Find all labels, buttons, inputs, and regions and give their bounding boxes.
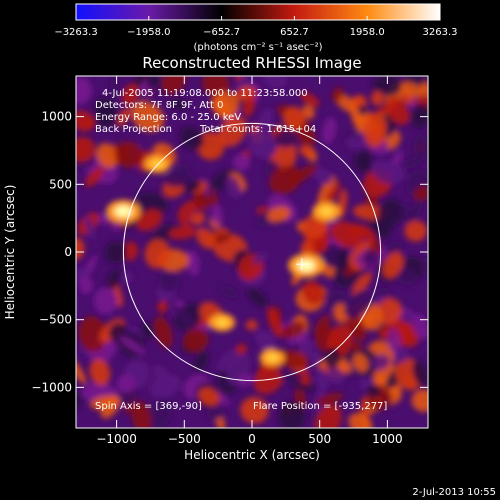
colorbar-tick-label: −3263.3 xyxy=(54,27,97,38)
y-tick-label: 500 xyxy=(49,177,72,191)
spin-axis-crosshair xyxy=(295,258,308,271)
detectors-text: Detectors: 7F 8F 9F, Att 0 xyxy=(95,100,223,111)
colorbar xyxy=(75,3,441,21)
y-axis-label: Heliocentric Y (arcsec) xyxy=(3,185,17,320)
y-tick-label: 0 xyxy=(64,245,72,259)
solar-limb-circle xyxy=(122,122,382,382)
x-tick-label: 500 xyxy=(308,432,331,446)
axis-ticks: −1000 −500 0 500 1000 −1000 −500 0 500 1000 xyxy=(31,76,428,446)
bright-source-core xyxy=(297,259,316,272)
flare-position-text: Flare Position = [-935,277] xyxy=(253,401,387,412)
colorbar-tick-label: 652.7 xyxy=(280,27,309,38)
chart-title: Reconstructed RHESSI Image xyxy=(142,54,361,72)
time-range-text: 4-Jul-2005 11:19:08.000 to 11:23:58.000 xyxy=(102,88,308,99)
method-text: Back Projection xyxy=(95,124,172,135)
heatmap-image xyxy=(76,76,428,428)
y-tick-label: −1000 xyxy=(31,380,72,394)
bright-source-core xyxy=(114,205,132,218)
y-tick-label: 1000 xyxy=(41,110,72,124)
colorbar-tick-label: 3263.3 xyxy=(423,27,458,38)
energy-range-text: Energy Range: 6.0 - 25.0 keV xyxy=(95,112,241,123)
annotation-block: 4-Jul-2005 11:19:08.000 to 11:23:58.000 … xyxy=(95,88,387,412)
colorbar-tick-label: 1958.0 xyxy=(350,27,385,38)
x-tick-label: −500 xyxy=(168,432,201,446)
bright-source-core xyxy=(319,206,334,216)
spin-axis-text: Spin Axis = [369,-90] xyxy=(95,401,202,412)
total-counts-text: Total counts: 1.615+04 xyxy=(199,124,316,135)
bright-source-core xyxy=(216,318,229,327)
colorbar-tick-label: −652.7 xyxy=(203,27,240,38)
y-tick-label: −500 xyxy=(39,313,72,327)
x-axis-label: Heliocentric X (arcsec) xyxy=(184,448,320,462)
colorbar-ticks: −3263.3 −1958.0 −652.7 652.7 1958.0 3263.3 xyxy=(54,16,458,38)
x-tick-label: 1000 xyxy=(372,432,403,446)
x-tick-label: 0 xyxy=(248,432,256,446)
colorbar-unit-label: (photons cm⁻² s⁻¹ asec⁻²) xyxy=(193,42,322,53)
bright-source-core xyxy=(266,353,279,362)
footer-date: 2-Jul-2013 10:55 xyxy=(412,487,496,498)
x-tick-label: −1000 xyxy=(96,432,137,446)
colorbar-tick-label: −1958.0 xyxy=(127,27,170,38)
